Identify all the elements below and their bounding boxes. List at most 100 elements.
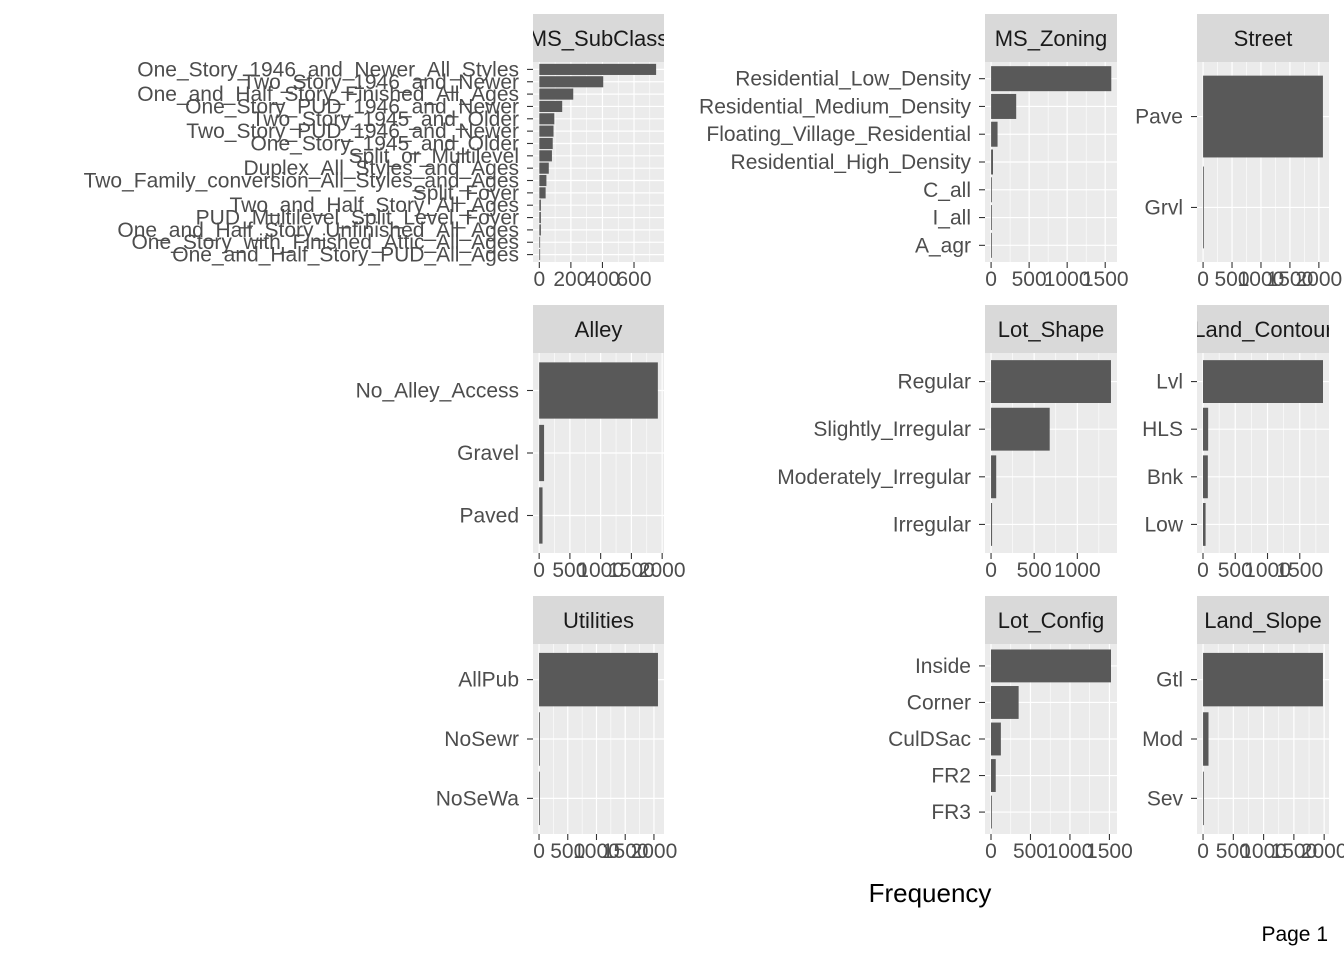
y-tick-label: NoSewr (444, 728, 519, 751)
bar (991, 360, 1111, 403)
x-tick-label: 500 (552, 559, 587, 582)
bar (539, 76, 604, 88)
facet-strip (985, 14, 1117, 62)
bar (991, 149, 993, 175)
x-axis-title: Frequency (869, 878, 992, 908)
y-tick-label: HLS (1142, 418, 1183, 441)
bar (539, 224, 541, 236)
x-tick-label: 0 (985, 840, 997, 863)
x-tick-label: 2000 (1301, 840, 1344, 863)
bar (991, 722, 1001, 756)
facet-strip-label: Alley (575, 317, 623, 342)
y-tick-label: Corner (907, 691, 971, 714)
facet-strip (1197, 305, 1329, 353)
y-tick-label: Two_Story_PUD_1946_and_Newer (186, 120, 519, 143)
bar (991, 455, 997, 499)
facet-strip-label: Utilities (563, 608, 634, 633)
x-tick-label: 1500 (1082, 268, 1129, 291)
bar (539, 771, 540, 826)
y-tick-label: Sev (1147, 787, 1184, 810)
bar (991, 795, 992, 829)
y-tick-label: No_Alley_Access (356, 380, 519, 403)
x-tick-label: 500 (1216, 840, 1251, 863)
x-tick-label: 0 (1197, 559, 1209, 582)
bar (991, 232, 992, 258)
x-tick-label: 2000 (639, 559, 686, 582)
x-tick-label: 1000 (1054, 559, 1101, 582)
bar (539, 424, 545, 482)
x-tick-label: 1500 (1086, 840, 1133, 863)
bar (539, 187, 546, 199)
bar (539, 249, 541, 261)
bar (539, 137, 553, 150)
y-tick-label: Regular (897, 371, 971, 394)
y-tick-label: One_Story_PUD_1946_and_Newer (185, 95, 519, 118)
y-tick-label: One_and_Half_Story_PUD_All_Ages (172, 244, 519, 267)
y-tick-label: One_Story_with_Finished_Attic_All_Ages (131, 231, 519, 254)
facet-strip (533, 596, 664, 644)
bar (991, 93, 1017, 119)
facet-strip-label: Land_Contour (1193, 317, 1332, 342)
y-tick-label: Grvl (1145, 196, 1184, 219)
bar (1203, 503, 1206, 546)
x-tick-label: 1000 (577, 559, 624, 582)
bar (539, 162, 549, 174)
y-tick-label: Duplex_All_Styles_and_Ages (243, 157, 519, 180)
bar (539, 236, 541, 248)
x-tick-label: 400 (585, 268, 620, 291)
y-tick-label: AllPub (458, 669, 519, 692)
y-tick-label: FR3 (931, 801, 971, 824)
bar (1203, 771, 1204, 826)
y-tick-label: Two_and_Half_Story_All_Ages (229, 194, 519, 217)
facet-strip (985, 596, 1117, 644)
bar (1203, 712, 1209, 766)
y-tick-label: Floating_Village_Residential (706, 123, 971, 146)
y-tick-label: NoSeWa (436, 787, 520, 810)
facet-strip (1197, 14, 1329, 62)
facet-strip (985, 305, 1117, 353)
x-tick-label: 200 (553, 268, 588, 291)
bar (539, 652, 658, 707)
x-tick-label: 2000 (1296, 268, 1343, 291)
bar (991, 686, 1019, 719)
y-tick-label: Irregular (893, 513, 971, 536)
bar (539, 487, 543, 544)
x-tick-label: 1000 (1240, 840, 1287, 863)
bar (539, 712, 540, 766)
x-tick-label: 500 (1218, 559, 1253, 582)
bar (991, 66, 1112, 92)
bar (1203, 455, 1208, 499)
bar (539, 100, 563, 112)
x-tick-label: 1000 (573, 840, 620, 863)
y-tick-label: One_and_Half_Story_Finished_All_Ages (137, 83, 519, 106)
x-tick-label: 0 (533, 559, 545, 582)
bar (539, 362, 658, 419)
y-tick-label: Paved (459, 505, 519, 528)
x-tick-label: 1000 (1047, 840, 1094, 863)
x-tick-label: 1500 (1271, 840, 1318, 863)
bar (1203, 407, 1209, 451)
y-tick-label: I_all (932, 207, 971, 230)
x-tick-label: 1000 (1244, 559, 1291, 582)
y-tick-label: Moderately_Irregular (777, 466, 971, 489)
bar (539, 174, 547, 187)
x-tick-label: 0 (985, 268, 997, 291)
y-tick-label: Lvl (1156, 371, 1183, 394)
bar (539, 150, 552, 162)
y-tick-label: Two_Family_conversion_All_Styles_and_Age… (84, 170, 519, 193)
y-tick-label: Split_or_Multilevel (349, 145, 519, 168)
x-tick-label: 0 (985, 559, 997, 582)
y-tick-label: PUD_Multilevel_Split_Level_Foyer (196, 207, 519, 230)
facet-strip-label: Lot_Config (998, 608, 1104, 633)
bar (539, 63, 657, 75)
y-tick-label: CulDSac (888, 728, 971, 751)
y-tick-label: Gtl (1156, 669, 1183, 692)
facet-strip-label: Land_Slope (1204, 608, 1321, 633)
y-tick-label: C_all (923, 179, 971, 202)
facet-strip (1197, 596, 1329, 644)
